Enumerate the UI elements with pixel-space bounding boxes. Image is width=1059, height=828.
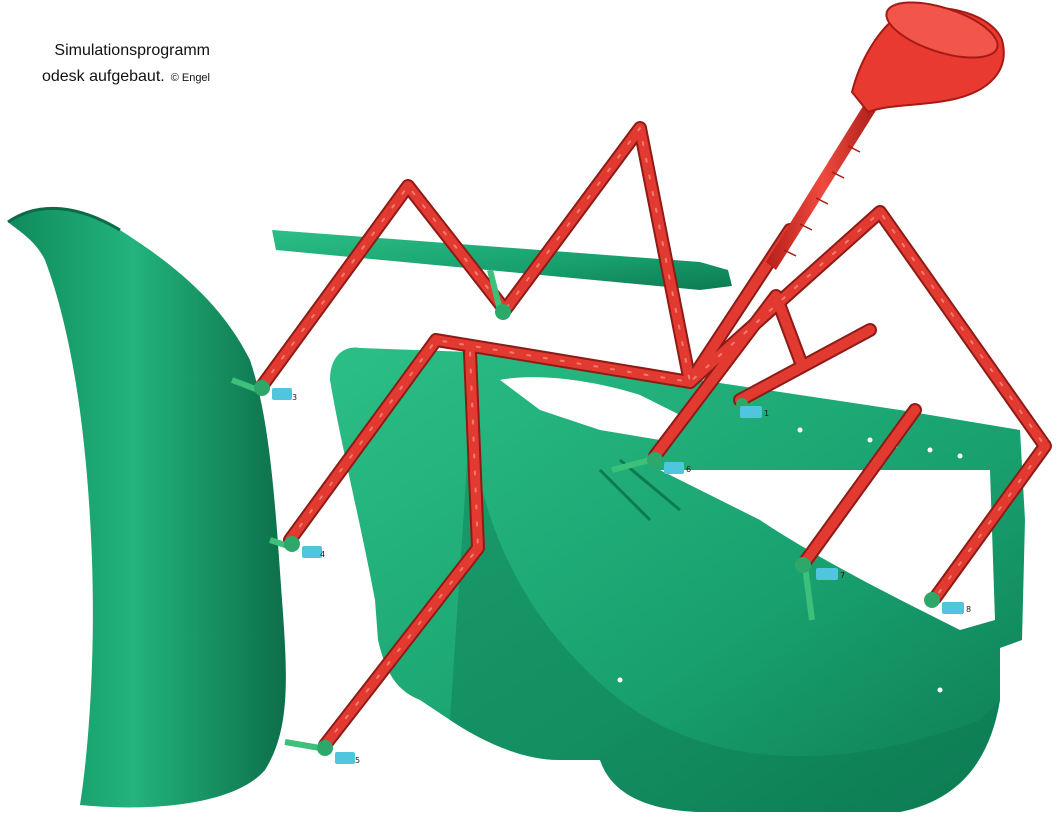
top-bar-part [272,230,732,290]
nozzle-1 [736,398,762,418]
nozzle-label: 1 [764,409,769,418]
center-gate [487,269,511,320]
gate-nozzles [230,269,964,764]
caption-line-2: odesk aufgebaut. © Engel [0,64,210,91]
main-panel-part [330,347,1025,812]
nozzle-label: 4 [320,550,325,559]
nozzle-label: 8 [966,605,971,614]
nozzle-label: 3 [292,393,297,402]
nozzle-5 [284,739,355,764]
nozzle-labels: 3 4 5 1 6 7 8 [292,393,971,765]
runner-system [255,121,1052,752]
nozzle-label: 6 [686,465,691,474]
fender-edge [7,206,121,232]
caption-line-1: Simulationsprogramm [54,42,210,59]
nozzle-8 [924,592,964,614]
caption-credit: © Engel [170,72,210,84]
panel-shadow [450,420,1000,812]
fender-part [8,208,286,808]
nozzle-6 [611,452,684,474]
sprue-cone [766,1,1005,270]
nozzle-4 [269,536,322,558]
panel-opening [500,377,690,440]
nozzle-label: 5 [355,756,360,765]
caption-line-2-text: odesk aufgebaut. [41,68,165,85]
nozzle-label: 7 [840,571,845,580]
nozzle-7 [795,557,838,621]
figure-caption: Simulationsprogramm odesk aufgebaut. © En… [0,38,210,91]
panel-window [660,470,995,630]
nozzle-3 [230,377,292,400]
